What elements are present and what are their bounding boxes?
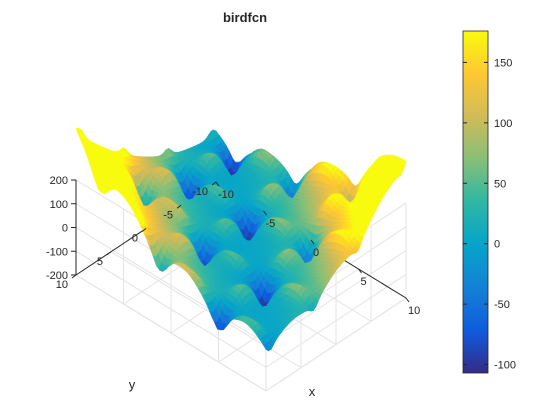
x-tick-mark — [310, 239, 315, 245]
colorbar[interactable]: -100 -50 0 50 100 150 — [462, 30, 516, 374]
z-tick-label: -200 — [46, 270, 68, 282]
y-ticks: -10 -5 0 5 10 — [56, 181, 217, 291]
x-tick-mark — [215, 181, 220, 187]
y-tick-label: 10 — [56, 279, 68, 291]
x-tick-label: 5 — [361, 276, 367, 288]
x-axis-label: x — [309, 384, 316, 399]
z-tick-label: 0 — [62, 223, 68, 235]
grid-line-z-wall-x — [265, 250, 407, 344]
colorbar-tick-label: -50 — [494, 299, 510, 311]
y-tick-mark — [71, 274, 77, 279]
x-tick-label: 0 — [313, 247, 319, 259]
grid-line-z-wall-y — [75, 227, 267, 344]
colorbar-tick-label: 150 — [494, 57, 512, 69]
grid-line-z-wall-y — [75, 250, 267, 368]
colorbar-ticks: -100 -50 0 50 100 150 — [463, 57, 516, 372]
z-tick-label: -100 — [46, 246, 68, 258]
y-tick-label: 5 — [97, 256, 103, 268]
x-ticks: -10 -5 0 5 10 — [215, 181, 420, 317]
x-tick-label: -5 — [266, 218, 276, 230]
axes-3d[interactable]: -200 -100 0 100 200 -10 -5 0 5 10 -10 -5 0 5 10 x y — [46, 127, 420, 399]
x-tick-mark — [263, 210, 267, 216]
x-tick-mark — [405, 297, 410, 303]
colorbar-tick-label: 0 — [494, 239, 500, 251]
y-axis-label: y — [129, 377, 136, 392]
y-tick-mark — [106, 251, 112, 256]
x-tick-mark — [358, 268, 362, 274]
colorbar-fill — [462, 30, 489, 374]
grid-line-z-wall-x — [265, 273, 407, 368]
x-tick-label: -10 — [218, 189, 234, 201]
surface-patch — [212, 129, 220, 137]
surface — [75, 127, 407, 352]
z-tick-label: 200 — [50, 175, 68, 187]
y-tick-label: -5 — [163, 209, 173, 221]
y-tick-mark — [211, 181, 217, 186]
y-tick-mark — [141, 228, 147, 232]
colorbar-tick-label: 50 — [494, 178, 506, 190]
z-ticks: -200 -100 0 100 200 — [46, 175, 76, 282]
colorbar-tick-label: 100 — [494, 118, 512, 130]
y-tick-mark — [176, 204, 182, 209]
x-tick-label: 10 — [408, 305, 420, 317]
colorbar-tick-label: -100 — [494, 360, 516, 372]
y-tick-label: 0 — [132, 233, 138, 245]
grid-line-z-wall-y — [75, 274, 267, 392]
z-tick-label: 100 — [50, 199, 68, 211]
grid-line-z-wall-x — [265, 297, 407, 392]
y-tick-label: -10 — [192, 186, 208, 198]
chart-title: birdfcn — [223, 10, 267, 25]
